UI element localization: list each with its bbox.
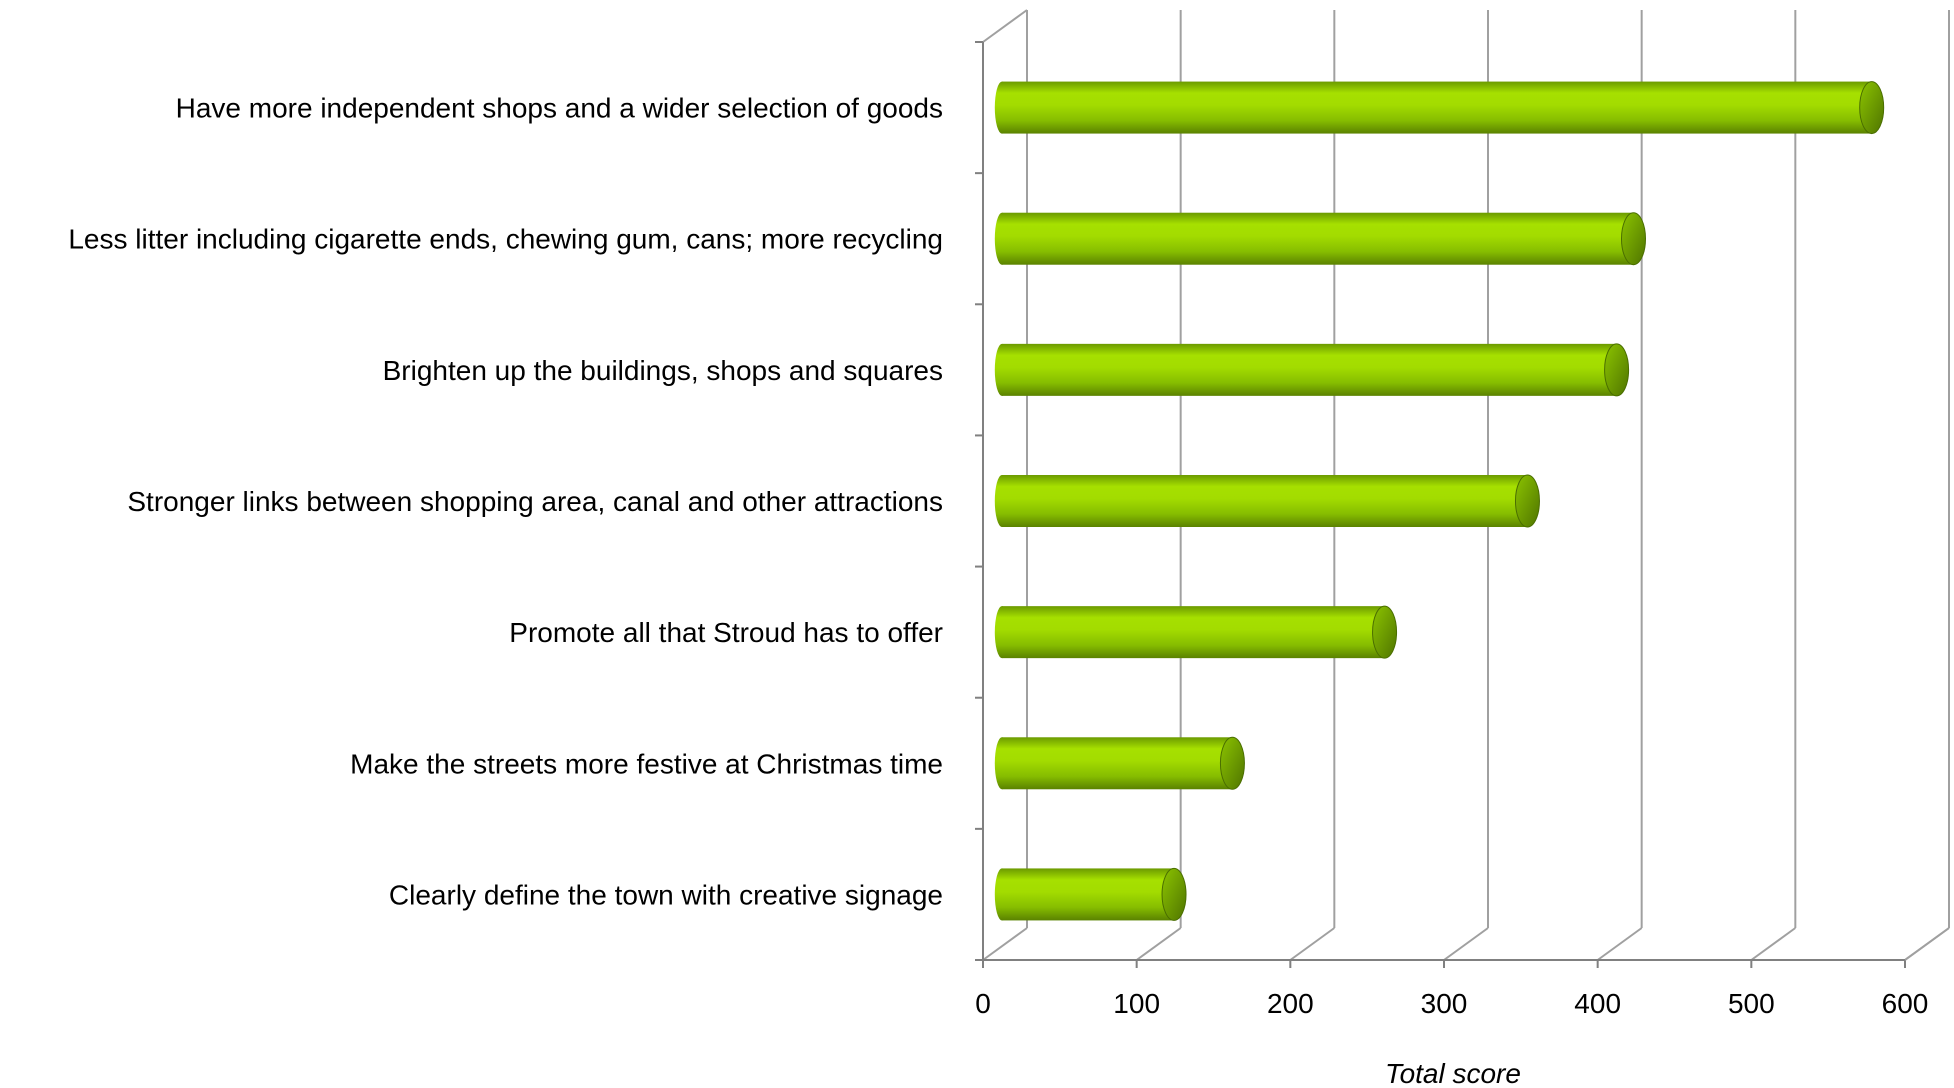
floor-gridline xyxy=(982,927,1028,961)
bar xyxy=(994,736,1245,790)
bar-end-cap xyxy=(1514,474,1540,528)
side-wall-top xyxy=(982,9,1028,43)
bar-start-cap xyxy=(994,737,1010,790)
floor-gridline xyxy=(1750,927,1796,961)
axes xyxy=(975,9,1950,968)
bar-body xyxy=(1002,606,1385,659)
x-tick-label: 0 xyxy=(975,988,991,1019)
category-label: Stronger links between shopping area, ca… xyxy=(127,486,943,517)
bar-start-cap xyxy=(994,868,1010,921)
floor-gridline xyxy=(1597,927,1643,961)
bar-start-cap xyxy=(994,81,1010,134)
bar xyxy=(994,81,1885,135)
tick-labels: 0 100 200 300 400 500 600 xyxy=(975,988,1928,1019)
bar xyxy=(994,474,1540,528)
category-labels: Have more independent shops and a wider … xyxy=(68,93,943,911)
bar-body xyxy=(1002,737,1233,790)
bar xyxy=(994,867,1187,921)
bar-body xyxy=(1002,81,1872,134)
bar-start-cap xyxy=(994,475,1010,527)
x-tick-label: 400 xyxy=(1574,988,1621,1019)
x-tick-label: 100 xyxy=(1113,988,1160,1019)
floor-gridline xyxy=(1289,927,1335,961)
category-label: Promote all that Stroud has to offer xyxy=(509,617,943,648)
x-axis-title: Total score xyxy=(1385,1058,1521,1088)
bar-end-cap xyxy=(1372,605,1398,659)
bar xyxy=(994,212,1646,266)
category-label: Less litter including cigarette ends, ch… xyxy=(68,224,943,255)
bar xyxy=(994,343,1630,397)
bar-start-cap xyxy=(994,606,1010,659)
bar-end-cap xyxy=(1859,81,1885,135)
bar-end-cap xyxy=(1219,736,1245,790)
bars xyxy=(994,81,1885,921)
x-tick-label: 200 xyxy=(1267,988,1314,1019)
x-tick-label: 600 xyxy=(1882,988,1929,1019)
bar xyxy=(994,605,1398,659)
bar-end-cap xyxy=(1161,867,1187,921)
bar-end-cap xyxy=(1604,343,1630,397)
bar-body xyxy=(1002,475,1528,527)
bar-start-cap xyxy=(994,212,1010,265)
category-label: Have more independent shops and a wider … xyxy=(176,93,943,124)
x-tick-label: 500 xyxy=(1728,988,1775,1019)
category-label: Make the streets more festive at Christm… xyxy=(350,748,943,779)
category-label: Clearly define the town with creative si… xyxy=(389,879,943,910)
bar-body xyxy=(1002,212,1634,265)
category-label: Brighten up the buildings, shops and squ… xyxy=(383,355,943,386)
bar-start-cap xyxy=(994,343,1010,396)
bar-body xyxy=(1002,868,1175,921)
floor-edge xyxy=(1904,927,1950,961)
floor-gridline xyxy=(1443,927,1489,961)
bar-end-cap xyxy=(1620,212,1646,266)
x-tick-label: 300 xyxy=(1421,988,1468,1019)
floor-gridline xyxy=(1136,927,1182,961)
bar-body xyxy=(1002,343,1617,396)
